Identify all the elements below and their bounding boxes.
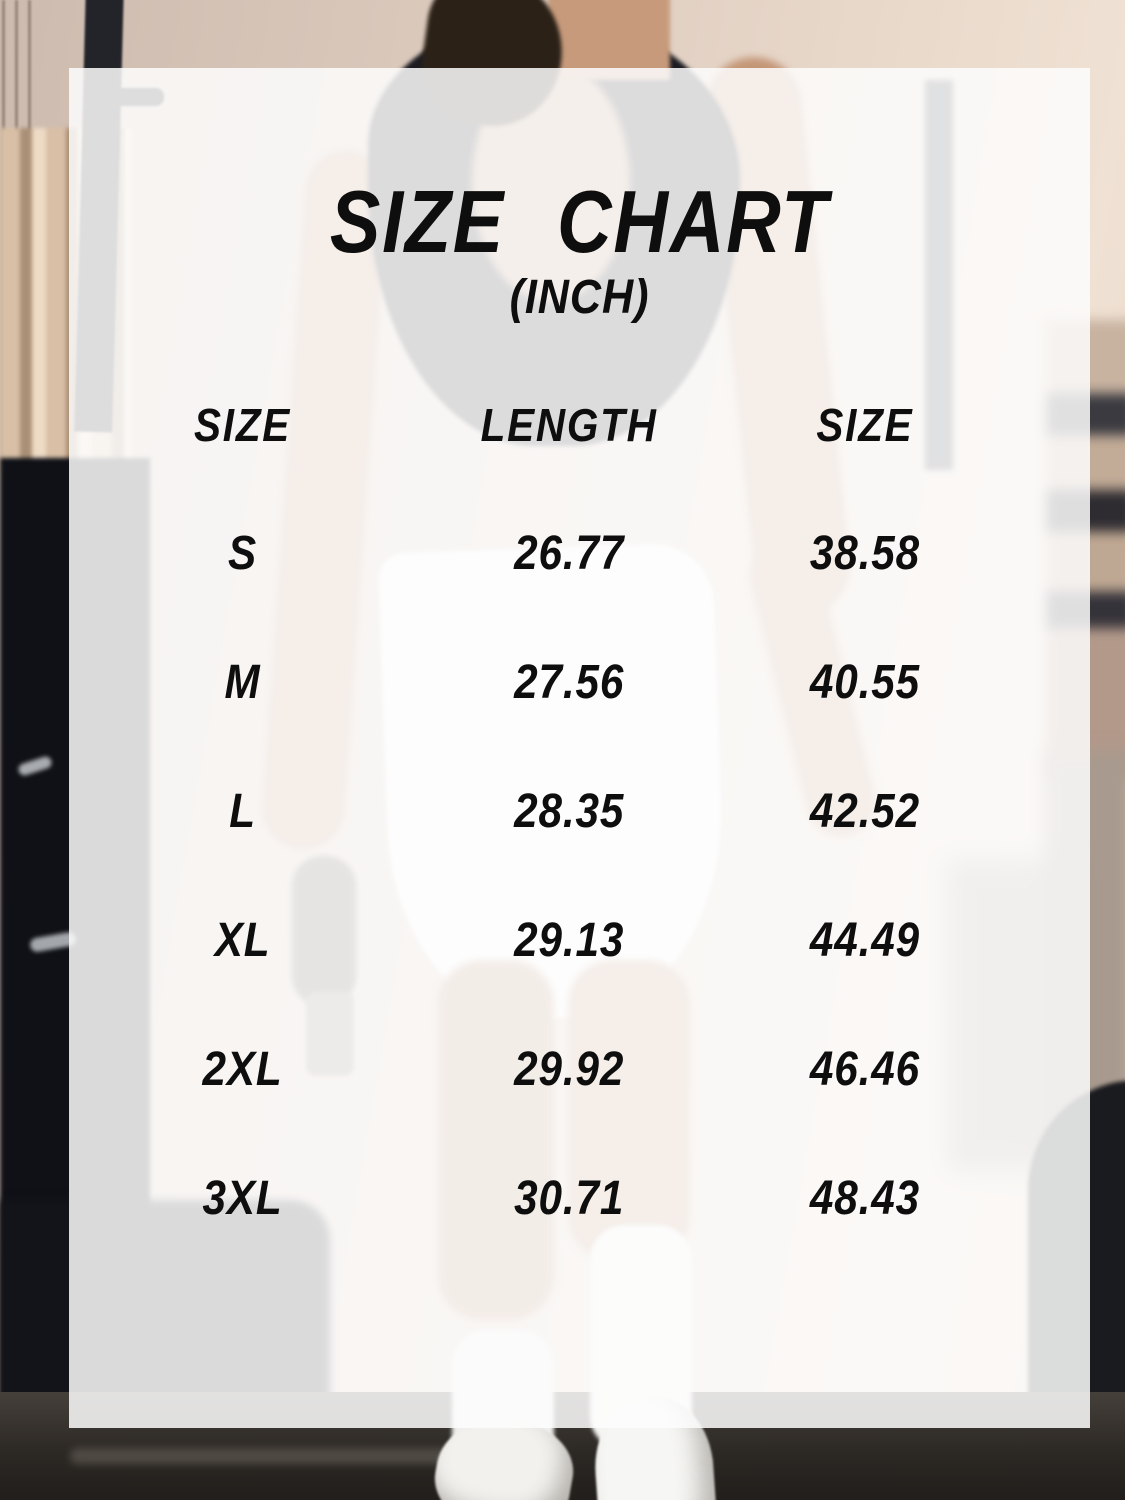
length-value: 29.92 bbox=[514, 1043, 625, 1096]
size-table-header-row: SIZE LENGTH SIZE bbox=[69, 360, 1090, 489]
size-chart-title: SIZE CHART bbox=[329, 172, 830, 271]
length-value: 26.77 bbox=[514, 527, 625, 580]
size-value: 40.55 bbox=[810, 656, 921, 709]
size-label: XL bbox=[214, 914, 271, 967]
table-row-2xl: 2XL 29.92 46.46 bbox=[69, 1005, 1090, 1134]
table-row-xl: XL 29.13 44.49 bbox=[69, 876, 1090, 1005]
size-label: L bbox=[229, 785, 256, 838]
column-header-size-2: SIZE bbox=[816, 398, 914, 451]
length-value: 28.35 bbox=[514, 785, 625, 838]
floor-highlight bbox=[70, 1448, 450, 1464]
size-chart-unit-label: (INCH) bbox=[509, 271, 650, 324]
size-label: 3XL bbox=[202, 1172, 283, 1225]
size-label: S bbox=[228, 527, 258, 580]
length-value: 30.71 bbox=[514, 1172, 625, 1225]
size-chart-panel: SIZE CHART (INCH) SIZE LENGTH SIZE S 26.… bbox=[69, 68, 1090, 1428]
size-value: 38.58 bbox=[810, 527, 921, 580]
column-header-length: LENGTH bbox=[480, 398, 658, 451]
athlete-neck bbox=[548, 0, 670, 80]
size-value: 44.49 bbox=[810, 914, 921, 967]
length-value: 27.56 bbox=[514, 656, 625, 709]
table-row-l: L 28.35 42.52 bbox=[69, 747, 1090, 876]
size-value: 48.43 bbox=[810, 1172, 921, 1225]
length-value: 29.13 bbox=[514, 914, 625, 967]
size-table: SIZE LENGTH SIZE S 26.77 38.58 M 27.56 4… bbox=[69, 360, 1090, 1263]
size-value: 42.52 bbox=[810, 785, 921, 838]
table-row-3xl: 3XL 30.71 48.43 bbox=[69, 1134, 1090, 1263]
size-label: 2XL bbox=[202, 1043, 283, 1096]
table-row-m: M 27.56 40.55 bbox=[69, 618, 1090, 747]
column-header-size: SIZE bbox=[194, 398, 292, 451]
table-row-s: S 26.77 38.58 bbox=[69, 489, 1090, 618]
size-value: 46.46 bbox=[810, 1043, 921, 1096]
size-label: M bbox=[224, 656, 261, 709]
